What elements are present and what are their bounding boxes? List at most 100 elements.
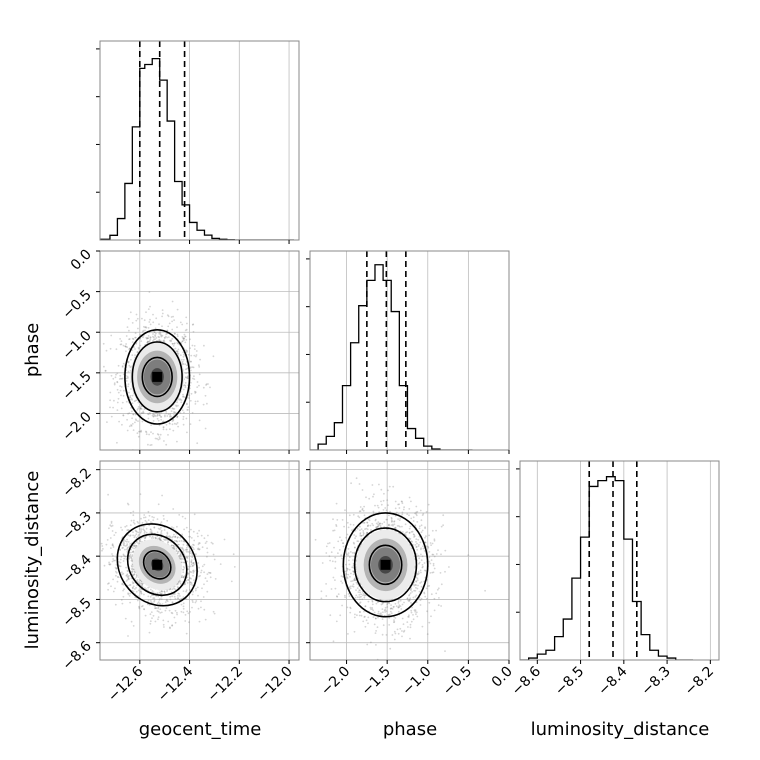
joint-phase-vs-luminosity-distance-point	[416, 548, 419, 551]
joint-phase-vs-luminosity-distance-point	[371, 606, 373, 609]
joint-geocent-time-vs-luminosity-distance-point	[130, 519, 133, 522]
joint-phase-vs-luminosity-distance-point	[393, 630, 396, 633]
joint-geocent-time-vs-phase-point	[113, 383, 116, 386]
joint-geocent-time-vs-phase-point	[156, 433, 159, 435]
joint-geocent-time-vs-phase-point	[127, 385, 130, 388]
joint-phase-vs-luminosity-distance-point	[394, 632, 397, 635]
joint-geocent-time-vs-phase-point	[185, 339, 188, 341]
joint-geocent-time-vs-luminosity-distance-point	[114, 531, 117, 534]
joint-geocent-time-vs-luminosity-distance-point	[130, 551, 132, 554]
joint-geocent-time-vs-phase-point	[178, 399, 181, 401]
joint-geocent-time-vs-luminosity-distance-point	[209, 576, 212, 579]
joint-geocent-time-vs-phase-point	[137, 346, 140, 349]
joint-phase-vs-luminosity-distance-point	[388, 602, 391, 605]
joint-phase-vs-luminosity-distance-point	[428, 585, 431, 587]
joint-phase-vs-luminosity-distance-point	[408, 537, 410, 540]
joint-geocent-time-vs-phase-point	[146, 337, 148, 340]
joint-phase-vs-luminosity-distance-point	[419, 599, 422, 602]
joint-phase-vs-luminosity-distance-xtick-label-0: −2.0	[318, 664, 353, 699]
joint-geocent-time-vs-phase-point	[171, 407, 174, 410]
joint-phase-vs-luminosity-distance-point	[402, 508, 405, 511]
joint-geocent-time-vs-phase-point	[116, 381, 119, 383]
joint-geocent-time-vs-luminosity-distance-point	[170, 544, 173, 547]
joint-phase-vs-luminosity-distance-point	[398, 503, 400, 506]
joint-geocent-time-vs-luminosity-distance-point	[200, 569, 203, 572]
joint-geocent-time-vs-luminosity-distance-point	[133, 573, 136, 576]
joint-geocent-time-vs-luminosity-distance-point	[126, 578, 129, 581]
joint-phase-vs-luminosity-distance-point	[383, 609, 386, 612]
joint-geocent-time-vs-phase-point	[104, 370, 107, 372]
joint-geocent-time-vs-phase-point	[127, 360, 130, 363]
joint-geocent-time-vs-luminosity-distance-point	[152, 591, 155, 594]
joint-phase-vs-luminosity-distance-point	[413, 535, 416, 538]
joint-geocent-time-vs-luminosity-distance-point	[169, 627, 171, 630]
joint-geocent-time-vs-phase-point	[130, 358, 132, 361]
joint-phase-vs-luminosity-distance-point	[406, 531, 408, 533]
joint-geocent-time-vs-phase-point	[184, 382, 187, 384]
joint-geocent-time-vs-luminosity-distance-point	[205, 540, 208, 543]
hist-luminosity-distance-xtick-label-3: −8.3	[639, 664, 674, 699]
joint-geocent-time-vs-luminosity-distance-point	[182, 611, 185, 614]
joint-geocent-time-vs-luminosity-distance-point	[122, 572, 125, 575]
joint-geocent-time-vs-phase-point	[127, 361, 130, 364]
joint-phase-vs-luminosity-distance-point	[424, 527, 426, 530]
joint-geocent-time-vs-phase-point	[131, 398, 134, 401]
joint-geocent-time-vs-luminosity-distance-point	[193, 563, 195, 566]
joint-geocent-time-vs-luminosity-distance-point	[192, 601, 194, 603]
joint-geocent-time-vs-luminosity-distance-point	[187, 579, 190, 581]
joint-geocent-time-vs-phase-point	[158, 412, 161, 415]
joint-phase-vs-luminosity-distance-point	[389, 510, 391, 513]
joint-phase-vs-luminosity-distance-point	[325, 545, 328, 548]
joint-geocent-time-vs-luminosity-distance-point	[198, 566, 201, 569]
joint-geocent-time-vs-phase-point	[176, 335, 179, 338]
joint-phase-vs-luminosity-distance-point	[416, 615, 419, 618]
joint-geocent-time-vs-phase-point	[127, 383, 130, 386]
joint-geocent-time-vs-phase-point	[181, 340, 184, 342]
joint-geocent-time-vs-phase-point	[142, 336, 145, 339]
joint-phase-vs-luminosity-distance-point	[393, 605, 395, 608]
joint-geocent-time-vs-luminosity-distance-point	[163, 538, 165, 541]
joint-geocent-time-vs-phase-point	[160, 411, 163, 414]
joint-phase-vs-luminosity-distance-point	[415, 580, 418, 583]
joint-phase-vs-luminosity-distance-point	[424, 541, 427, 544]
joint-phase-vs-luminosity-distance-point	[416, 542, 418, 545]
joint-geocent-time-vs-phase-point	[185, 372, 188, 374]
joint-geocent-time-vs-phase-point	[120, 394, 122, 397]
joint-geocent-time-vs-luminosity-distance-point	[189, 550, 192, 553]
joint-geocent-time-vs-phase-point	[119, 343, 122, 346]
joint-phase-vs-luminosity-distance-point	[333, 529, 336, 532]
joint-geocent-time-vs-luminosity-distance-point	[143, 608, 145, 610]
joint-geocent-time-vs-luminosity-distance-point	[206, 573, 209, 575]
joint-phase-vs-luminosity-distance-point	[424, 526, 426, 529]
joint-geocent-time-vs-luminosity-distance-point	[140, 590, 143, 593]
joint-geocent-time-vs-luminosity-distance-point	[164, 601, 167, 603]
joint-geocent-time-vs-luminosity-distance-point	[158, 599, 161, 601]
joint-geocent-time-vs-phase-point	[158, 323, 160, 326]
joint-geocent-time-vs-phase-point	[159, 415, 162, 418]
joint-phase-vs-luminosity-distance-point	[391, 523, 394, 526]
joint-phase-vs-luminosity-distance-point	[365, 619, 368, 622]
joint-phase-vs-luminosity-distance-point	[423, 562, 426, 564]
joint-geocent-time-vs-luminosity-distance-point	[164, 609, 167, 612]
joint-geocent-time-vs-luminosity-distance-point	[190, 528, 192, 531]
joint-geocent-time-vs-phase-point	[116, 372, 119, 375]
joint-phase-vs-luminosity-distance-point	[378, 511, 381, 513]
joint-geocent-time-vs-luminosity-distance-point	[174, 593, 176, 595]
joint-phase-vs-luminosity-distance-point	[345, 536, 347, 539]
joint-geocent-time-vs-luminosity-distance-point	[189, 535, 192, 538]
joint-phase-vs-luminosity-distance-point	[371, 608, 374, 611]
joint-phase-vs-luminosity-distance-point	[394, 617, 397, 619]
joint-geocent-time-vs-phase-ytick-label-1: −1.5	[59, 368, 94, 403]
joint-geocent-time-vs-phase-point	[139, 430, 142, 433]
joint-phase-vs-luminosity-distance-point	[397, 503, 399, 506]
joint-geocent-time-vs-phase-point	[125, 335, 128, 337]
joint-geocent-time-vs-luminosity-distance-point	[182, 543, 185, 546]
joint-geocent-time-vs-luminosity-distance-point	[156, 531, 159, 534]
joint-geocent-time-vs-phase-point	[147, 308, 150, 310]
joint-geocent-time-vs-luminosity-distance-ytick-label-0: −8.6	[59, 638, 94, 673]
joint-geocent-time-vs-phase-point	[134, 348, 136, 350]
joint-geocent-time-vs-phase-point	[186, 367, 189, 369]
joint-geocent-time-vs-phase-contour-0	[141, 356, 173, 398]
joint-geocent-time-vs-phase-point	[173, 411, 176, 414]
joint-geocent-time-vs-luminosity-distance-point	[159, 608, 162, 610]
